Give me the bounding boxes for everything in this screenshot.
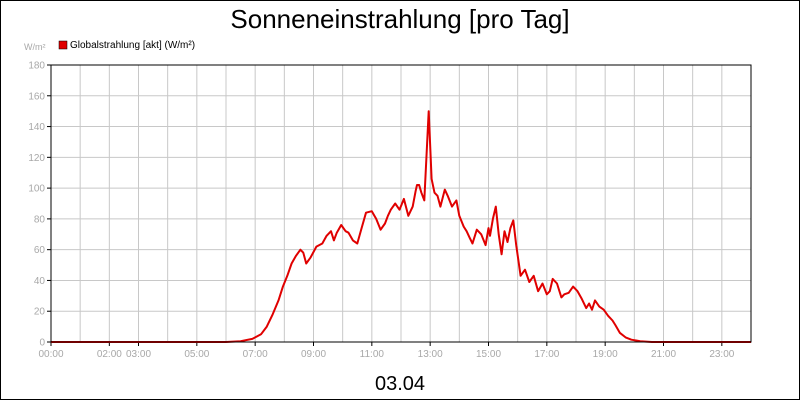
x-axis-date-label: 03.04 — [375, 373, 425, 395]
x-tick-label: 09:00 — [301, 349, 326, 360]
series-line-globalstrahlung — [51, 110, 751, 343]
y-tick-label: 60 — [34, 245, 46, 256]
x-tick-label: 07:00 — [243, 349, 268, 360]
y-tick-label: 20 — [34, 307, 46, 318]
y-tick-label: 80 — [34, 214, 46, 225]
x-tick-label: 11:00 — [360, 349, 385, 360]
y-tick-label: 40 — [34, 276, 46, 287]
x-tick-label: 03:00 — [126, 349, 151, 360]
y-tick-label: 120 — [28, 153, 45, 164]
series-group — [51, 110, 751, 343]
grid-lines — [51, 65, 751, 342]
y-tick-label: 160 — [28, 91, 45, 102]
x-tick-label: 15:00 — [476, 349, 501, 360]
x-tick-label: 00:00 — [38, 349, 63, 360]
y-tick-label: 100 — [28, 184, 45, 195]
x-tick-label: 21:00 — [651, 349, 676, 360]
y-tick-label: 0 — [39, 338, 45, 349]
chart-title: Sonneneinstrahlung [pro Tag] — [230, 4, 569, 34]
x-tick-label: 05:00 — [184, 349, 209, 360]
y-tick-label: 180 — [28, 61, 45, 72]
y-axis-unit: W/m² — [24, 42, 46, 52]
x-tick-label: 23:00 — [709, 349, 734, 360]
x-tick-label: 02:00 — [97, 349, 122, 360]
x-tick-label: 19:00 — [593, 349, 618, 360]
legend-swatch — [58, 40, 68, 50]
plot-border — [50, 64, 752, 343]
y-axis-ticks: 0 20 40 60 80 100 120 140 160 180 — [28, 61, 51, 349]
x-tick-label: 13:00 — [418, 349, 443, 360]
x-tick-label: 17:00 — [534, 349, 559, 360]
x-axis-ticks: 00:00 02:00 03:00 05:00 07:00 09:00 11:00 13:00… — [38, 342, 735, 360]
y-tick-label: 140 — [28, 122, 45, 133]
legend: Globalstrahlung [akt] (W/m²) — [58, 40, 195, 51]
legend-label: Globalstrahlung [akt] (W/m²) — [70, 40, 195, 51]
